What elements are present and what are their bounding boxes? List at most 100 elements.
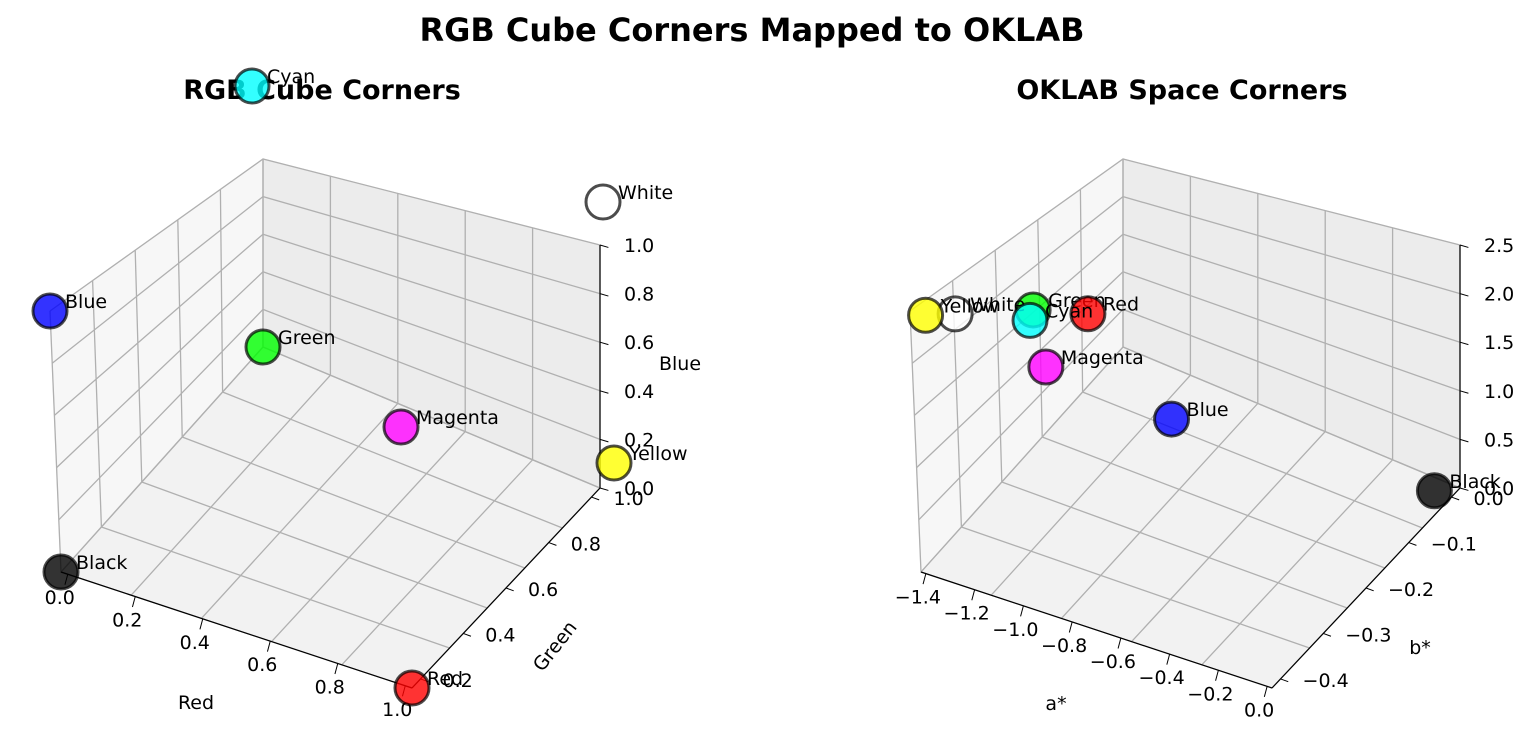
x-tick-mark	[922, 573, 927, 585]
y-tick-mark	[463, 632, 472, 637]
y-tick-label: 0.6	[528, 579, 558, 601]
point-label-white: White	[970, 294, 1025, 316]
rgb-z-axis-label: Blue	[659, 353, 701, 375]
grid-line	[911, 195, 1461, 364]
x-axis-line	[920, 571, 1273, 689]
y-tick-mark	[1451, 496, 1460, 501]
point-label-yellow: Yellow	[628, 443, 688, 465]
z-tick-label: 0.0	[624, 478, 654, 500]
y-tick-label: 0.8	[571, 534, 601, 556]
x-tick-mark	[334, 663, 339, 675]
x-tick-label: 0.8	[315, 676, 345, 698]
point-label-black: Black	[1449, 471, 1500, 493]
oklab-ticks: −1.4−1.2−1.0−0.8−0.6−0.4−0.20.0−0.4−0.3−…	[895, 235, 1514, 721]
point-red	[1069, 295, 1107, 333]
y-tick-label: −0.2	[1388, 579, 1434, 601]
x-tick-label: −0.2	[1187, 683, 1233, 705]
z-tick-label: 1.0	[624, 235, 654, 257]
point-label-white: White	[618, 182, 673, 204]
z-tick-mark	[1459, 293, 1469, 297]
y-tick-label: −0.1	[1431, 534, 1477, 556]
point-label-cyan: Cyan	[1045, 300, 1093, 322]
rgb-x-axis-label: Red	[178, 692, 214, 714]
oklab-x-axis-label: a*	[1045, 693, 1066, 715]
x-tick-mark	[1263, 686, 1268, 698]
point-red	[393, 669, 431, 707]
point-cyan	[233, 67, 271, 105]
z-tick-mark	[1459, 438, 1469, 443]
z-tick-label: 0.4	[624, 381, 654, 403]
y-tick-mark	[505, 587, 514, 592]
figure-title: RGB Cube Corners Mapped to OKLAB	[419, 11, 1084, 49]
z-tick-label: 0.6	[624, 332, 654, 354]
oklab-y-axis-label: b*	[1409, 637, 1431, 659]
x-tick-mark	[971, 589, 976, 601]
y-tick-label: 1.0	[613, 488, 643, 510]
x-tick-label: −1.0	[992, 619, 1038, 641]
point-label-blue: Blue	[65, 291, 107, 313]
z-tick-mark	[599, 487, 609, 491]
x-tick-label: 0.0	[1244, 699, 1274, 721]
point-label-blue: Blue	[1187, 399, 1229, 421]
x-tick-mark	[199, 618, 204, 630]
z-tick-label: 2.0	[1484, 284, 1514, 306]
grid-line	[913, 233, 1461, 416]
y-tick-mark	[548, 542, 557, 546]
x-tick-mark	[1068, 621, 1073, 633]
x-tick-label: −1.4	[895, 587, 941, 609]
y-tick-label: 0.4	[485, 624, 515, 646]
oklab-subplot-title: OKLAB Space Corners	[1016, 75, 1347, 106]
x-tick-label: −0.6	[1090, 651, 1136, 673]
point-label-red: Red	[427, 668, 463, 690]
point-green	[244, 328, 282, 366]
z-tick-label: 0.2	[624, 429, 654, 451]
z-tick-label: 0.0	[1484, 478, 1514, 500]
y-tick-label: 0.2	[443, 670, 473, 692]
point-blue	[31, 292, 69, 330]
rgb-subplot-title: RGB Cube Corners	[183, 75, 461, 106]
grid-line	[909, 158, 1461, 312]
z-tick-label: 1.0	[1484, 381, 1514, 403]
point-label-red: Red	[1103, 294, 1139, 316]
z-tick-mark	[599, 244, 609, 248]
point-cyan	[1011, 301, 1049, 339]
x-tick-label: −1.2	[944, 603, 990, 625]
grid-line	[49, 158, 601, 312]
grid-line	[916, 271, 1461, 469]
x-axis-line	[60, 571, 413, 689]
x-tick-label: 0.4	[180, 632, 210, 654]
z-tick-mark	[599, 390, 609, 394]
grid-line	[56, 271, 601, 469]
rgb-cube-points: Cyan White Blue Green Magenta Yellow Black Red	[31, 66, 688, 707]
x-tick-label: −0.4	[1139, 667, 1185, 689]
x-tick-mark	[131, 596, 136, 608]
y-tick-label: −0.4	[1303, 670, 1349, 692]
point-label-cyan: Cyan	[267, 66, 315, 88]
rgb-cube-ticks: 0.00.20.40.60.81.00.20.40.60.81.00.00.20…	[45, 235, 655, 721]
x-tick-label: 0.0	[45, 587, 75, 609]
y-tick-label: 0.0	[1473, 488, 1503, 510]
grid-line	[918, 308, 1461, 521]
z-tick-mark	[599, 438, 609, 443]
y-tick-label: −0.3	[1345, 624, 1391, 646]
point-yellow	[595, 444, 633, 482]
z-tick-mark	[1459, 390, 1469, 394]
x-tick-mark	[1117, 637, 1122, 649]
x-tick-mark	[1166, 654, 1171, 665]
x-tick-label: 0.6	[247, 654, 277, 676]
point-yellow	[907, 296, 945, 334]
point-label-green: Green	[278, 327, 336, 349]
point-magenta	[1027, 348, 1065, 386]
grid-line	[58, 308, 601, 521]
point-black	[42, 553, 80, 591]
z-tick-label: 0.5	[1484, 429, 1514, 451]
x-tick-mark	[266, 641, 271, 652]
grid-line	[51, 195, 601, 364]
grid-line	[920, 346, 1461, 573]
x-tick-mark	[1020, 605, 1024, 617]
point-label-black: Black	[76, 552, 127, 574]
z-tick-mark	[1459, 487, 1469, 491]
point-magenta	[382, 408, 420, 446]
y-tick-mark	[591, 496, 600, 501]
